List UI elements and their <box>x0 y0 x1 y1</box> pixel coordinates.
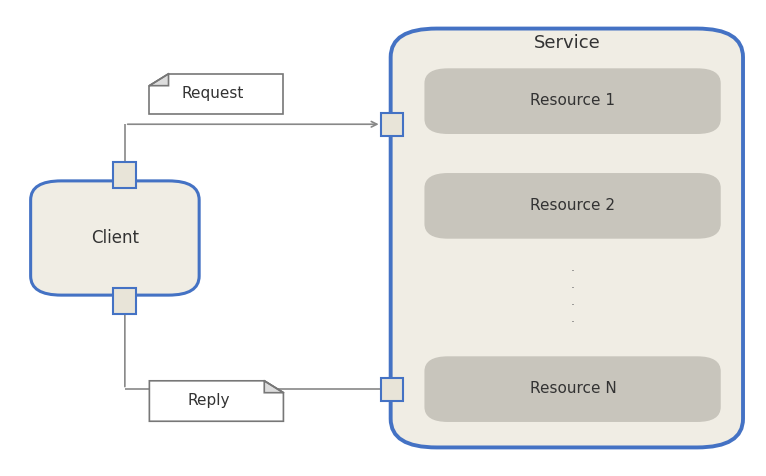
Text: Service: Service <box>533 34 601 52</box>
Text: .
.
.
.: . . . . <box>571 261 575 325</box>
FancyBboxPatch shape <box>425 357 720 421</box>
Polygon shape <box>149 74 283 114</box>
Text: Resource 1: Resource 1 <box>531 93 615 109</box>
Text: Request: Request <box>182 86 244 101</box>
Bar <box>113 162 136 188</box>
Text: Resource 2: Resource 2 <box>531 198 615 213</box>
Polygon shape <box>149 74 169 86</box>
Bar <box>113 288 136 314</box>
FancyBboxPatch shape <box>425 69 720 133</box>
Polygon shape <box>149 381 283 421</box>
Bar <box>381 113 403 136</box>
Text: Resource N: Resource N <box>529 381 617 397</box>
Text: Reply: Reply <box>187 393 230 408</box>
Text: Client: Client <box>91 229 139 247</box>
FancyBboxPatch shape <box>31 181 199 295</box>
FancyBboxPatch shape <box>391 29 743 447</box>
Bar <box>381 378 403 401</box>
Polygon shape <box>264 381 283 393</box>
FancyBboxPatch shape <box>425 174 720 238</box>
